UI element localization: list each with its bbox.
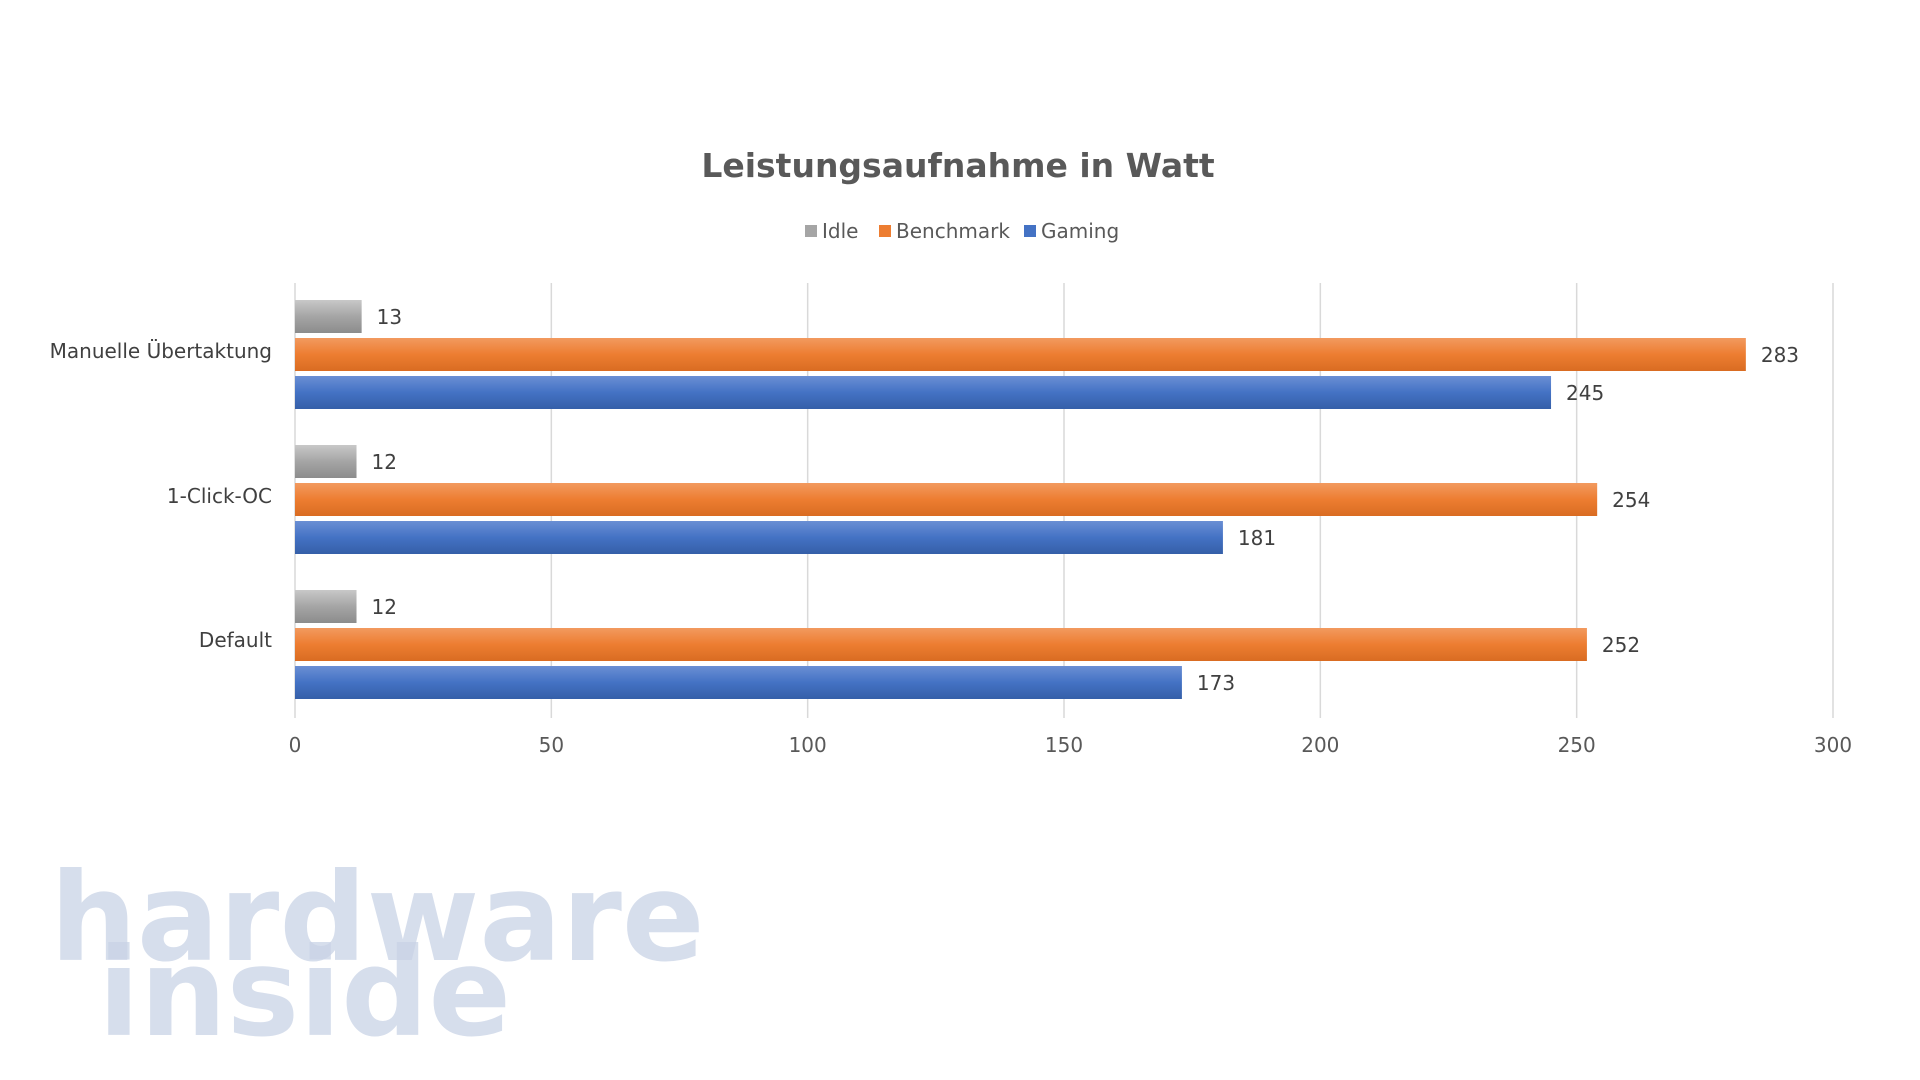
chart-title: Leistungsaufnahme in Watt: [701, 146, 1215, 185]
legend-label-gaming: Gaming: [1041, 219, 1119, 243]
category-label-manuelle-uebertaktung: Manuelle Übertaktung: [50, 339, 272, 363]
bar-benchmark-manuelle-bertaktung: [295, 338, 1746, 371]
bar-idle-1-click-oc: [295, 445, 357, 478]
data-label-gaming-manuelle-bertaktung: 245: [1566, 381, 1604, 405]
bar-idle-default: [295, 590, 357, 623]
data-label-gaming-1-click-oc: 181: [1238, 526, 1276, 550]
category-label-1-click-oc: 1-Click-OC: [167, 484, 272, 508]
legend: Idle Benchmark Gaming: [805, 219, 1119, 243]
watermark-logo: hardware inside: [50, 847, 705, 1064]
bar-gaming-1-click-oc: [295, 521, 1223, 554]
data-label-idle-manuelle-bertaktung: 13: [377, 305, 402, 329]
legend-label-idle: Idle: [822, 219, 858, 243]
data-label-benchmark-1-click-oc: 254: [1612, 488, 1650, 512]
legend-label-benchmark: Benchmark: [896, 219, 1010, 243]
bar-benchmark-default: [295, 628, 1587, 661]
legend-swatch-benchmark: [879, 225, 891, 237]
legend-swatch-idle: [805, 225, 817, 237]
data-label-benchmark-manuelle-bertaktung: 283: [1761, 343, 1799, 367]
x-tick-label: 250: [1558, 733, 1596, 757]
data-label-gaming-default: 173: [1197, 671, 1235, 695]
x-tick-label: 50: [539, 733, 564, 757]
x-tick-label: 300: [1814, 733, 1852, 757]
legend-swatch-gaming: [1024, 225, 1036, 237]
value-labels: 13 283 245 12 254 181 12 252 173: [372, 305, 1800, 695]
data-label-benchmark-default: 252: [1602, 633, 1640, 657]
x-axis-tick-labels: 0 50 100 150 200 250 300: [289, 733, 1852, 757]
bar-gaming-default: [295, 666, 1182, 699]
bars: [295, 300, 1746, 699]
x-tick-label: 150: [1045, 733, 1083, 757]
bar-benchmark-1-click-oc: [295, 483, 1598, 516]
data-label-idle-1-click-oc: 12: [372, 450, 397, 474]
x-tick-label: 0: [289, 733, 302, 757]
bar-idle-manuelle-bertaktung: [295, 300, 362, 333]
watermark-hardware: hardware: [50, 847, 705, 989]
bar-gaming-manuelle-bertaktung: [295, 376, 1552, 409]
watermark-inside: inside: [98, 922, 511, 1064]
x-tick-label: 100: [789, 733, 827, 757]
category-labels: Manuelle Übertaktung 1-Click-OC Default: [50, 339, 273, 652]
x-tick-label: 200: [1301, 733, 1339, 757]
category-label-default: Default: [199, 628, 272, 652]
data-label-idle-default: 12: [372, 595, 397, 619]
